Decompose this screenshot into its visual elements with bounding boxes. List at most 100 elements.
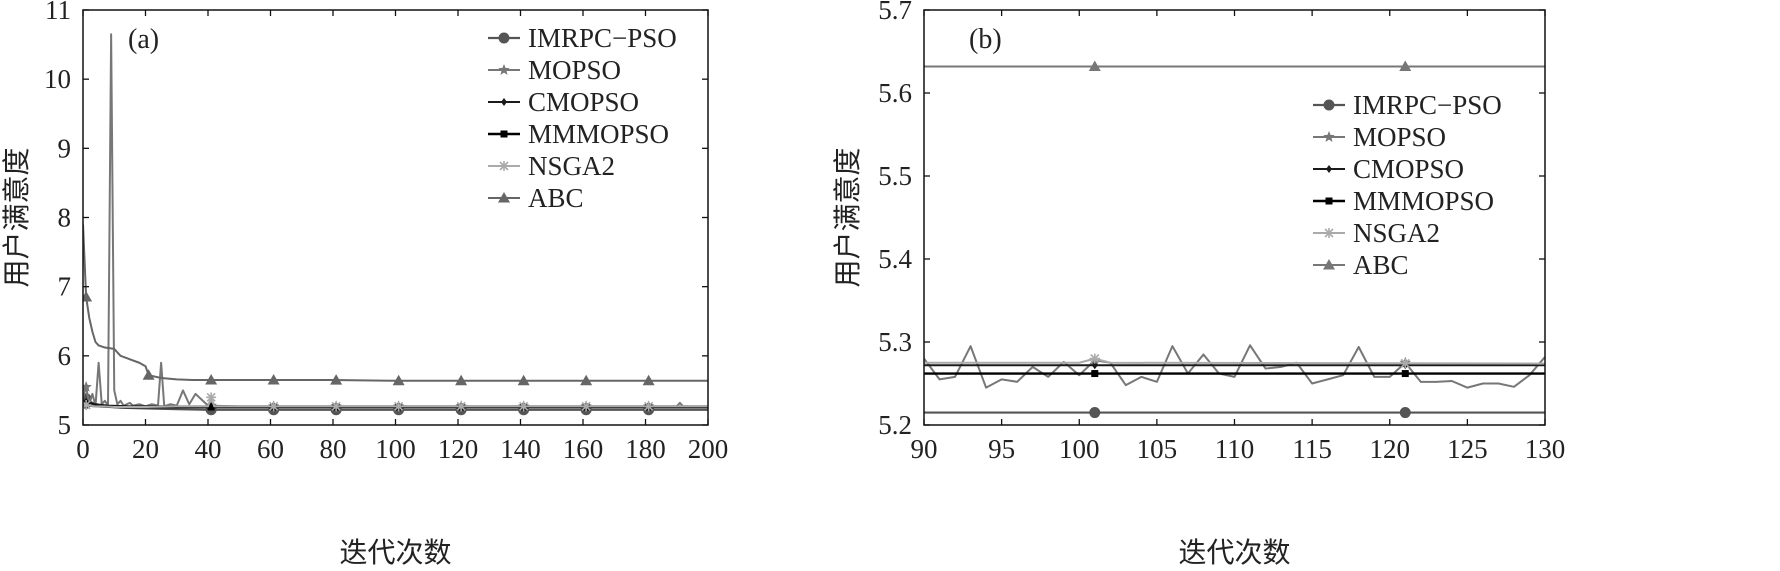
y-tick-label-5: 5.6 [878,78,912,108]
series-2-marker-1 [83,380,92,392]
y-tick-label-3: 7 [58,272,72,302]
x-tick-label-5: 110 [1215,434,1255,464]
legend-label: MOPSO [1353,122,1446,152]
panel-label: (a) [128,24,159,55]
y-tick-label-4: 8 [58,203,72,233]
legend-item-2: MOPSO [488,55,621,85]
x-tick-label-7: 120 [438,434,479,464]
legend-item-3: CMOPSO [488,87,639,117]
legend-label: IMRPC−PSO [528,23,677,53]
legend-item-6: ABC [488,183,584,213]
series-5-marker-1 [1089,353,1100,364]
legend-label: CMOPSO [1353,154,1464,184]
series-4-marker-2 [207,403,215,411]
x-tick-label-6: 115 [1292,434,1332,464]
series-5-marker-9 [643,401,654,412]
x-tick-label-2: 20 [132,434,159,464]
legend-label: CMOPSO [528,87,639,117]
series-6-marker-2 [1399,60,1412,71]
legend-marker [1324,228,1334,238]
y-tick-label-5: 9 [58,133,72,163]
series-6-marker-1 [83,291,93,302]
series-5-marker-2 [1400,358,1411,369]
series-3-marker-1 [1091,361,1098,370]
series-5-marker-4 [331,401,342,412]
x-tick-label-4: 60 [257,434,284,464]
series-5-marker-5 [393,401,404,412]
series-6-marker-7 [455,374,468,386]
legend-marker [500,130,508,138]
legend-marker [1326,165,1332,173]
x-tick-label-3: 40 [195,434,222,464]
legend-item-1: IMRPC−PSO [1313,90,1502,120]
legend-label: MMMOPSO [528,119,669,149]
x-axis-title: 迭代次数 [339,536,451,569]
legend-item-5: NSGA2 [1313,218,1440,248]
series-5-marker-7 [518,401,529,412]
legend-label: IMRPC−PSO [1353,90,1502,120]
series-5-marker-8 [581,401,592,412]
series-5-marker-6 [456,401,467,412]
x-tick-label-8: 140 [500,434,541,464]
legend-item-3: CMOPSO [1313,154,1464,184]
series-5-marker-3 [268,401,279,412]
legend-marker [1323,131,1335,142]
chart-panel-1: 0 20 40 60 80 100 120 140 160 180 200 5 6 7 8 9 10 11 迭代次数… [0,0,728,569]
legend-label: ABC [528,183,584,213]
series-6-marker-5 [330,374,343,385]
legend-label: NSGA2 [528,151,615,181]
legend-item-6: ABC [1313,250,1409,280]
legend-marker [501,98,507,106]
y-axis-title: 用户满意度 [831,147,864,287]
y-tick-label-6: 5.7 [878,0,912,25]
series-4-marker-1 [1091,370,1099,378]
legend-marker [498,32,510,44]
legend-marker [1323,259,1335,270]
series-5-marker-2 [206,392,217,403]
series-1-marker-1 [1089,407,1101,419]
x-tick-label-8: 125 [1447,434,1488,464]
legend-label: ABC [1353,250,1409,280]
x-axis-title: 迭代次数 [1178,536,1290,569]
legend-marker [498,64,510,75]
x-tick-label-6: 100 [375,434,416,464]
series-4-marker-2 [1401,370,1409,378]
series-6-marker-2 [142,369,155,380]
legend-marker [1325,197,1333,205]
x-tick-label-3: 100 [1059,434,1100,464]
y-tick-label-7: 11 [45,0,71,25]
x-tick-label-10: 180 [625,434,666,464]
legend-marker [498,192,510,203]
panel-label: (b) [969,24,1002,55]
series-1-marker-2 [1399,407,1411,419]
y-axis-title: 用户满意度 [0,147,33,287]
y-tick-label-2: 5.3 [878,327,912,357]
series-6-marker-4 [267,374,280,385]
y-tick-label-4: 5.5 [878,161,912,191]
legend-label: MOPSO [528,55,621,85]
legend-item-2: MOPSO [1313,122,1446,152]
chart-panel-2: 90 95 100 105 110 115 120 125 130 5.2 5.3 5.4 5.5 5.6… [831,0,1565,569]
x-tick-label-7: 120 [1370,434,1411,464]
series-6-marker-10 [642,374,655,386]
x-tick-label-1: 90 [911,434,938,464]
series-5-marker-1 [83,399,92,410]
legend-label: NSGA2 [1353,218,1440,248]
legend-item-1: IMRPC−PSO [488,23,677,53]
legend-item-5: NSGA2 [488,151,615,181]
x-tick-label-9: 160 [563,434,604,464]
y-tick-label-2: 6 [58,341,72,371]
plot-area [924,60,1545,419]
x-tick-label-4: 105 [1137,434,1178,464]
x-tick-label-9: 130 [1525,434,1566,464]
series-6-marker-3 [205,374,218,385]
legend-marker [499,161,509,171]
x-tick-label-5: 80 [320,434,347,464]
y-tick-label-1: 5 [58,410,72,440]
y-tick-label-1: 5.2 [878,410,912,440]
series-6-marker-1 [1088,60,1101,71]
